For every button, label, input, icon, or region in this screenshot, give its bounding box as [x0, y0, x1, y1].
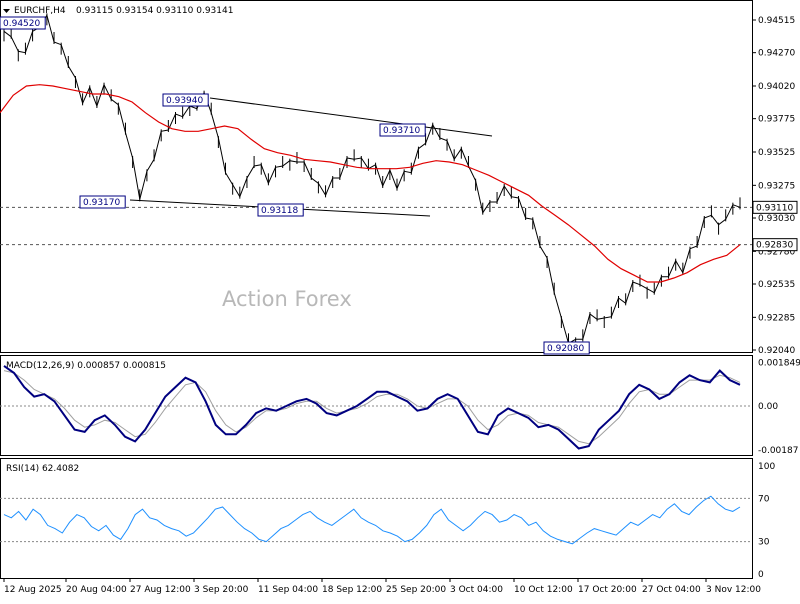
price-tick-label: 0.92285	[758, 313, 795, 323]
rsi-tick-label: 70	[758, 494, 770, 504]
rsi-pane	[0, 458, 753, 579]
price-layer: 0.94520 0.93940 0.93710 0.93170 0.93118 0.920…	[0, 13, 752, 355]
rsi-line	[3, 495, 741, 545]
x-axis-label: 27 Aug 12:00	[130, 585, 191, 595]
price-annotation-box	[379, 123, 426, 137]
current-price-label: 0.93110	[756, 203, 793, 213]
rsi-title: RSI(14) 62.4082	[6, 464, 79, 474]
moving-average-line	[0, 84, 741, 283]
watermark-text: Action Forex	[222, 287, 352, 311]
price-tick-label: 0.92780	[758, 247, 795, 257]
rsi-tick-label: 100	[758, 462, 775, 472]
macd-layer	[0, 365, 752, 450]
price-annotation: 0.93710	[383, 126, 420, 136]
x-axis-label: 3 Oct 04:00	[450, 585, 503, 595]
symbol-label: EURCHF,H4	[14, 6, 66, 16]
macd-title: MACD(12,26,9) 0.000857 0.000815	[6, 361, 166, 371]
macd-signal-line	[3, 370, 741, 445]
price-annotation: 0.94520	[3, 19, 40, 29]
x-axis-label: 25 Sep 20:00	[386, 585, 446, 595]
x-axis-label: 3 Nov 12:00	[706, 585, 761, 595]
price-series-line	[3, 14, 741, 345]
price-tick-label: 0.94515	[758, 16, 795, 26]
macd-tick-label: 0.00	[758, 402, 778, 412]
rsi-layer	[0, 495, 752, 545]
price-annotation: 0.93170	[83, 198, 120, 208]
x-axis-label: 11 Sep 04:00	[258, 585, 318, 595]
price-annotation-box	[79, 195, 126, 209]
axis-layer: 0.94515 0.94270 0.94020 0.93775 0.93525 0.932…	[3, 16, 800, 595]
price-tick-label: 0.94270	[758, 49, 795, 59]
x-axis-label: 18 Sep 12:00	[322, 585, 382, 595]
price-tick-label: 0.93525	[758, 148, 795, 158]
rsi-tick-label: 0	[758, 570, 764, 580]
macd-main-line	[3, 365, 741, 450]
price-tick-label: 0.93275	[758, 181, 795, 191]
support-price-box	[752, 238, 798, 252]
price-annotation: 0.93940	[166, 96, 203, 106]
rsi-tick-label: 30	[758, 538, 770, 548]
x-axis-label: 17 Oct 20:00	[578, 585, 637, 595]
x-axis-label: 3 Sep 20:00	[194, 585, 249, 595]
x-axis-label: 20 Aug 04:00	[66, 585, 127, 595]
support-price-label: 0.92830	[756, 241, 793, 251]
price-tick-label: 0.93775	[758, 115, 795, 125]
price-tick-label: 0.93030	[758, 214, 795, 224]
price-annotation: 0.92080	[547, 344, 584, 354]
macd-tick-label: 0.001849	[758, 358, 800, 368]
price-tick-label: 0.92040	[758, 346, 795, 356]
current-price-box	[752, 200, 798, 214]
price-annotation-box	[543, 341, 590, 355]
x-axis-label: 12 Aug 2025	[4, 585, 62, 595]
price-tick-label: 0.94020	[758, 82, 795, 92]
price-pane	[0, 0, 753, 353]
dropdown-triangle-icon[interactable]	[3, 9, 10, 13]
price-tick-label: 0.92535	[758, 280, 795, 290]
upper-trendline	[209, 97, 493, 137]
x-axis-label: 10 Oct 12:00	[514, 585, 573, 595]
price-annotation-box	[257, 203, 304, 217]
macd-tick-label: -0.00187	[758, 446, 798, 456]
ohlc-values: 0.93115 0.93154 0.93110 0.93141	[76, 6, 233, 16]
x-axis-label: 27 Oct 04:00	[642, 585, 701, 595]
price-annotation: 0.93118	[261, 206, 298, 216]
price-annotation-box	[0, 16, 46, 30]
price-annotation-box	[162, 93, 209, 107]
